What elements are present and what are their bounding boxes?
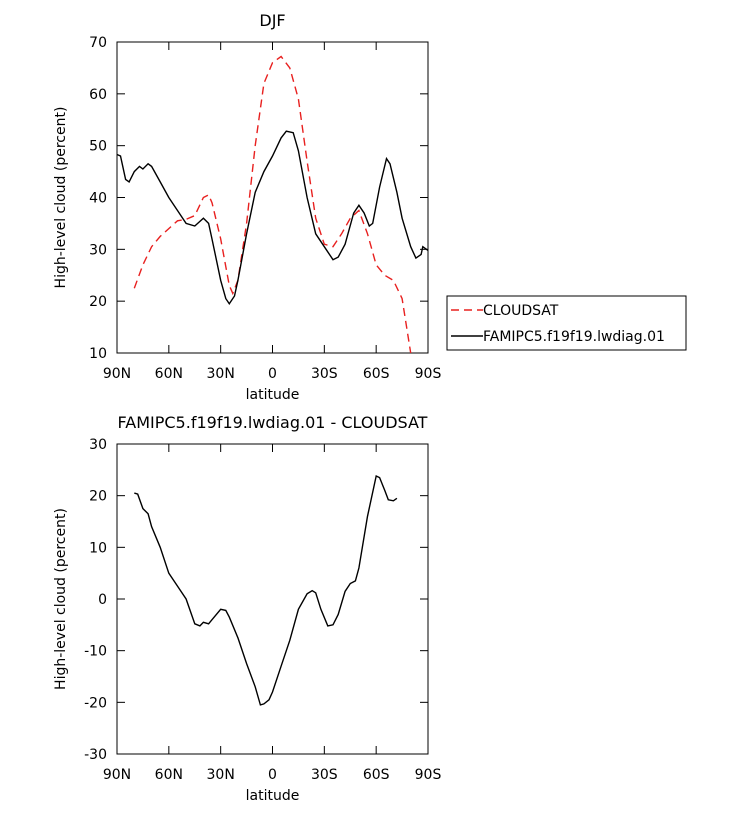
data-line	[116, 130, 429, 306]
legend-label: FAMIPC5.f19f19.lwdiag.01	[483, 329, 665, 345]
x-tick-label: 90S	[415, 366, 442, 382]
x-tick-label: 60N	[155, 767, 183, 783]
y-tick-label: 30	[89, 242, 107, 258]
y-tick-label: 50	[89, 139, 107, 155]
y-tick-label: 20	[89, 294, 107, 310]
chart-title: FAMIPC5.f19f19.lwdiag.01 - CLOUDSAT	[118, 413, 428, 432]
plot-frame	[116, 41, 429, 354]
x-tick-label: 60N	[155, 366, 183, 382]
x-tick-label: 60S	[363, 366, 390, 382]
y-tick-label: 10	[89, 540, 107, 556]
x-tick-label: 60S	[363, 767, 390, 783]
x-tick-label: 90N	[103, 366, 131, 382]
x-tick-label: 0	[268, 767, 277, 783]
y-tick-label: 40	[89, 191, 107, 207]
y-axis-label: High-level cloud (percent)	[53, 508, 69, 690]
y-tick-label: 70	[89, 35, 107, 51]
x-axis-label: latitude	[246, 788, 300, 804]
y-tick-label: 10	[89, 346, 107, 362]
plot-frame	[116, 443, 429, 755]
data-line	[133, 55, 412, 354]
x-tick-label: 90N	[103, 767, 131, 783]
x-tick-label: 90S	[415, 767, 442, 783]
data-line	[134, 474, 398, 706]
y-tick-label: 0	[98, 592, 107, 608]
x-tick-label: 30S	[311, 767, 338, 783]
x-tick-label: 30S	[311, 366, 338, 382]
x-tick-label: 30N	[207, 366, 235, 382]
y-axis-label: High-level cloud (percent)	[53, 107, 69, 289]
y-tick-label: 60	[89, 87, 107, 103]
y-tick-label: 20	[89, 489, 107, 505]
legend-box	[446, 295, 687, 351]
y-tick-label: -30	[84, 747, 107, 763]
y-tick-label: 30	[89, 437, 107, 453]
legend-label: CLOUDSAT	[483, 303, 559, 319]
x-tick-label: 0	[268, 366, 277, 382]
y-tick-label: -20	[84, 695, 107, 711]
y-tick-label: -10	[84, 644, 107, 660]
x-axis-label: latitude	[246, 387, 300, 403]
x-tick-label: 30N	[207, 767, 235, 783]
chart-title: DJF	[259, 11, 285, 30]
